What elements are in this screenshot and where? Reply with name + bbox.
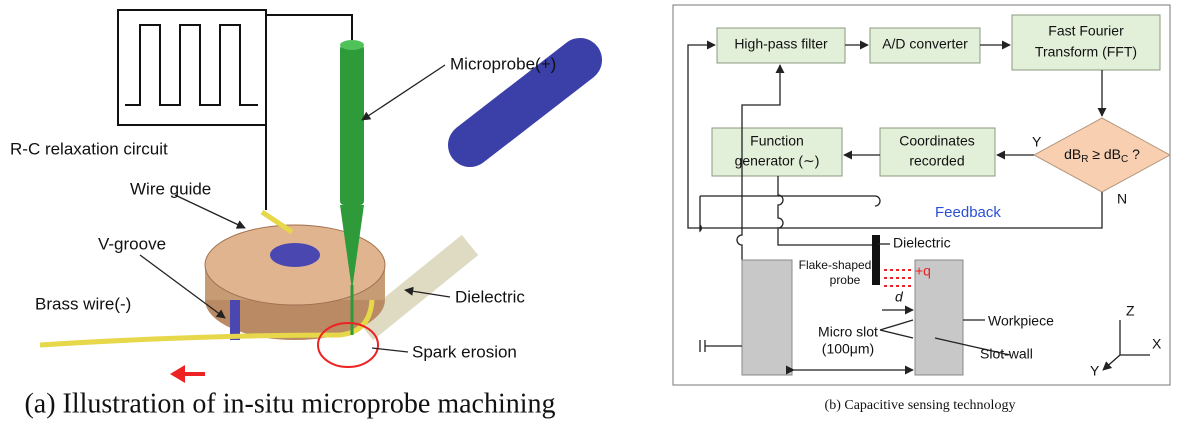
label: Brass wire(-) xyxy=(35,294,131,313)
label: Dielectric xyxy=(893,235,951,251)
label: +q xyxy=(915,263,931,279)
label: Workpiece xyxy=(988,313,1054,329)
label: Spark erosion xyxy=(412,342,517,361)
text: ? xyxy=(1128,146,1140,162)
text: R xyxy=(1081,154,1088,165)
axis-label: Z xyxy=(1126,303,1135,319)
block-label: Transform (FFT) xyxy=(1035,44,1137,60)
figure: R-C relaxation circuit Microprobe(+) Wir… xyxy=(0,0,1179,426)
label: Microprobe(+) xyxy=(450,54,556,73)
text: dB xyxy=(1064,146,1081,162)
caption: (a) Illustration of in-situ microprobe m… xyxy=(24,388,555,419)
ground xyxy=(700,340,742,352)
panel-b: High-pass filter A/D converter Fast Four… xyxy=(673,5,1170,413)
axes xyxy=(1103,320,1150,370)
axis-label: X xyxy=(1152,336,1162,352)
line xyxy=(700,196,880,206)
square-wave xyxy=(125,25,258,105)
text: ≥ dB xyxy=(1088,146,1121,162)
label: Flake-shaped xyxy=(799,258,872,272)
flake-probe xyxy=(872,235,880,285)
microprobe-body xyxy=(340,45,364,205)
label: Micro slot xyxy=(818,324,878,340)
block-label: generator (∼) xyxy=(735,153,820,169)
leader xyxy=(175,195,245,228)
field xyxy=(884,270,912,286)
text: C xyxy=(1121,154,1128,165)
branch-label: Y xyxy=(1032,134,1042,150)
axis-label: Y xyxy=(1090,363,1100,379)
block-label: recorded xyxy=(909,153,964,169)
leader xyxy=(880,320,913,338)
electrode xyxy=(742,260,792,375)
block-label: High-pass filter xyxy=(734,36,828,52)
label: Dielectric xyxy=(455,287,525,306)
branch-label: N xyxy=(1117,191,1127,207)
label: Slot-wall xyxy=(980,346,1033,362)
block-label: Coordinates xyxy=(899,133,975,149)
generator-line xyxy=(778,176,876,245)
line xyxy=(700,196,701,231)
block-label: Function xyxy=(750,133,804,149)
disk-hole xyxy=(270,243,320,267)
label: d xyxy=(895,289,904,305)
label: Wire guide xyxy=(130,179,211,198)
feed-arrow xyxy=(170,365,205,383)
feedback-label: Feedback xyxy=(935,204,1001,221)
leader xyxy=(362,65,445,120)
label: probe xyxy=(830,273,861,287)
microprobe-top xyxy=(340,40,364,50)
caption: (b) Capacitive sensing technology xyxy=(825,398,1016,413)
block-label: Fast Fourier xyxy=(1048,23,1124,39)
wire xyxy=(266,15,352,40)
label: (100μm) xyxy=(822,341,874,357)
label: V-groove xyxy=(98,234,166,253)
block-label: A/D converter xyxy=(882,36,968,52)
panel-a: R-C relaxation circuit Microprobe(+) Wir… xyxy=(10,10,580,419)
label: R-C relaxation circuit xyxy=(10,139,168,158)
